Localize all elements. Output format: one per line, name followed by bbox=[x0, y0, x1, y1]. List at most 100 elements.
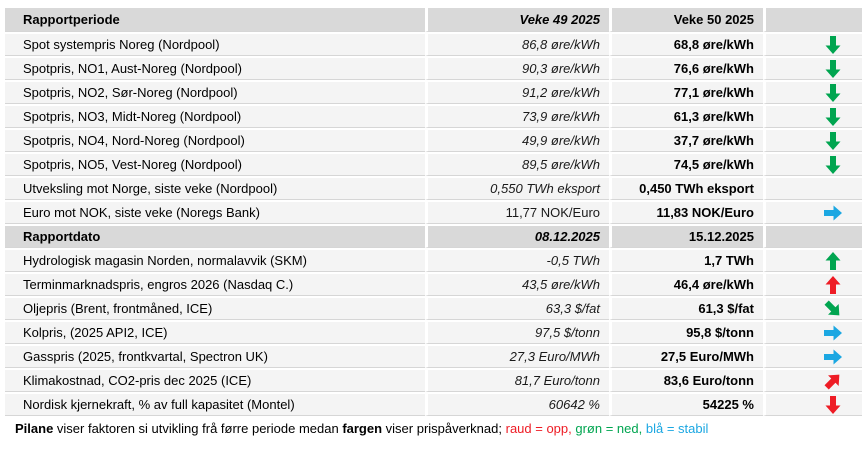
section-header-row: Rapportperiode Veke 49 2025 Veke 50 2025 bbox=[5, 8, 862, 32]
row-label: Hydrologisk magasin Norden, normalavvik … bbox=[5, 248, 425, 272]
table-row: Spotpris, NO1, Aust-Noreg (Nordpool) 90,… bbox=[5, 56, 862, 80]
down-arrow-icon bbox=[823, 107, 843, 127]
row-arrow-cell bbox=[763, 80, 862, 104]
row-prev-value: 11,77 NOK/Euro bbox=[425, 200, 609, 224]
down-arrow-icon bbox=[823, 395, 843, 415]
right-arrow-icon bbox=[823, 203, 843, 223]
table-row: Oljepris (Brent, frontmåned, ICE) 63,3 $… bbox=[5, 296, 862, 320]
row-curr-value: 0,450 TWh eksport bbox=[609, 176, 763, 200]
row-label: Spotpris, NO1, Aust-Noreg (Nordpool) bbox=[5, 56, 425, 80]
row-arrow-cell bbox=[763, 392, 862, 416]
row-label: Klimakostnad, CO2-pris dec 2025 (ICE) bbox=[5, 368, 425, 392]
row-prev-value: 73,9 øre/kWh bbox=[425, 104, 609, 128]
row-arrow-cell bbox=[763, 152, 862, 176]
row-curr-value: 1,7 TWh bbox=[609, 248, 763, 272]
row-label: Spot systempris Noreg (Nordpool) bbox=[5, 32, 425, 56]
table-row: Euro mot NOK, siste veke (Noregs Bank) 1… bbox=[5, 200, 862, 224]
section-header-label: Rapportperiode bbox=[5, 8, 425, 32]
legend-blue-stable: blå = stabil bbox=[645, 421, 709, 436]
row-curr-value: 74,5 øre/kWh bbox=[609, 152, 763, 176]
row-arrow-cell bbox=[763, 320, 862, 344]
row-label: Oljepris (Brent, frontmåned, ICE) bbox=[5, 296, 425, 320]
row-prev-value: 91,2 øre/kWh bbox=[425, 80, 609, 104]
table-row: Gasspris (2025, frontkvartal, Spectron U… bbox=[5, 344, 862, 368]
section-header-label: Rapportdato bbox=[5, 224, 425, 248]
table-row: Spot systempris Noreg (Nordpool) 86,8 ør… bbox=[5, 32, 862, 56]
row-prev-value: 63,3 $/fat bbox=[425, 296, 609, 320]
row-prev-value: 89,5 øre/kWh bbox=[425, 152, 609, 176]
row-label: Euro mot NOK, siste veke (Noregs Bank) bbox=[5, 200, 425, 224]
legend-separator: , bbox=[568, 421, 576, 436]
up-right-arrow-icon bbox=[823, 371, 843, 391]
row-curr-value: 83,6 Euro/tonn bbox=[609, 368, 763, 392]
row-prev-value: 49,9 øre/kWh bbox=[425, 128, 609, 152]
down-arrow-icon bbox=[823, 83, 843, 103]
report-page: Rapportperiode Veke 49 2025 Veke 50 2025… bbox=[5, 8, 862, 436]
legend-red-up: raud = opp bbox=[505, 421, 569, 436]
report-table: Rapportperiode Veke 49 2025 Veke 50 2025… bbox=[5, 8, 862, 416]
row-prev-value: -0,5 TWh bbox=[425, 248, 609, 272]
up-arrow-icon bbox=[823, 275, 843, 295]
row-curr-value: 46,4 øre/kWh bbox=[609, 272, 763, 296]
section-header-prev-period: Veke 49 2025 bbox=[425, 8, 609, 32]
right-arrow-icon bbox=[823, 323, 843, 343]
down-arrow-icon bbox=[823, 35, 843, 55]
row-arrow-cell bbox=[763, 104, 862, 128]
table-row: Spotpris, NO4, Nord-Noreg (Nordpool) 49,… bbox=[5, 128, 862, 152]
up-arrow-icon bbox=[823, 251, 843, 271]
row-prev-value: 60642 % bbox=[425, 392, 609, 416]
report-table-body: Rapportperiode Veke 49 2025 Veke 50 2025… bbox=[5, 8, 862, 416]
row-prev-value: 90,3 øre/kWh bbox=[425, 56, 609, 80]
row-label: Gasspris (2025, frontkvartal, Spectron U… bbox=[5, 344, 425, 368]
down-arrow-icon bbox=[823, 59, 843, 79]
legend-separator: , bbox=[638, 421, 646, 436]
section-header-arrow-cell bbox=[763, 8, 862, 32]
row-label: Utveksling mot Norge, siste veke (Nordpo… bbox=[5, 176, 425, 200]
row-arrow-cell bbox=[763, 176, 862, 200]
row-curr-value: 68,8 øre/kWh bbox=[609, 32, 763, 56]
table-row: Klimakostnad, CO2-pris dec 2025 (ICE) 81… bbox=[5, 368, 862, 392]
row-curr-value: 77,1 øre/kWh bbox=[609, 80, 763, 104]
row-prev-value: 81,7 Euro/tonn bbox=[425, 368, 609, 392]
row-prev-value: 97,5 $/tonn bbox=[425, 320, 609, 344]
row-curr-value: 95,8 $/tonn bbox=[609, 320, 763, 344]
down-arrow-icon bbox=[823, 131, 843, 151]
table-row: Utveksling mot Norge, siste veke (Nordpo… bbox=[5, 176, 862, 200]
section-header-arrow-cell bbox=[763, 224, 862, 248]
row-prev-value: 86,8 øre/kWh bbox=[425, 32, 609, 56]
row-arrow-cell bbox=[763, 128, 862, 152]
table-row: Terminmarknadspris, engros 2026 (Nasdaq … bbox=[5, 272, 862, 296]
row-arrow-cell bbox=[763, 272, 862, 296]
row-arrow-cell bbox=[763, 368, 862, 392]
table-row: Spotpris, NO3, Midt-Noreg (Nordpool) 73,… bbox=[5, 104, 862, 128]
section-header-row: Rapportdato 08.12.2025 15.12.2025 bbox=[5, 224, 862, 248]
footnote: Pilane viser faktoren si utvikling frå f… bbox=[15, 421, 862, 436]
row-label: Spotpris, NO5, Vest-Noreg (Nordpool) bbox=[5, 152, 425, 176]
down-arrow-icon bbox=[823, 155, 843, 175]
table-row: Hydrologisk magasin Norden, normalavvik … bbox=[5, 248, 862, 272]
row-label: Spotpris, NO2, Sør-Noreg (Nordpool) bbox=[5, 80, 425, 104]
footnote-term-fargen: fargen bbox=[342, 421, 383, 436]
row-label: Spotpris, NO4, Nord-Noreg (Nordpool) bbox=[5, 128, 425, 152]
footnote-text-lead: viser faktoren si utvikling frå førre pe… bbox=[53, 421, 343, 436]
row-curr-value: 27,5 Euro/MWh bbox=[609, 344, 763, 368]
row-arrow-cell bbox=[763, 32, 862, 56]
row-arrow-cell bbox=[763, 248, 862, 272]
row-prev-value: 0,550 TWh eksport bbox=[425, 176, 609, 200]
row-label: Nordisk kjernekraft, % av full kapasitet… bbox=[5, 392, 425, 416]
row-label: Spotpris, NO3, Midt-Noreg (Nordpool) bbox=[5, 104, 425, 128]
row-curr-value: 37,7 øre/kWh bbox=[609, 128, 763, 152]
row-curr-value: 54225 % bbox=[609, 392, 763, 416]
table-row: Nordisk kjernekraft, % av full kapasitet… bbox=[5, 392, 862, 416]
legend-green-down: grøn = ned bbox=[575, 421, 639, 436]
row-curr-value: 61,3 $/fat bbox=[609, 296, 763, 320]
table-row: Spotpris, NO2, Sør-Noreg (Nordpool) 91,2… bbox=[5, 80, 862, 104]
row-label: Terminmarknadspris, engros 2026 (Nasdaq … bbox=[5, 272, 425, 296]
row-arrow-cell bbox=[763, 200, 862, 224]
row-curr-value: 61,3 øre/kWh bbox=[609, 104, 763, 128]
row-curr-value: 76,6 øre/kWh bbox=[609, 56, 763, 80]
row-prev-value: 27,3 Euro/MWh bbox=[425, 344, 609, 368]
footnote-text-mid: viser prispåverknad; bbox=[382, 421, 506, 436]
row-arrow-cell bbox=[763, 344, 862, 368]
row-arrow-cell bbox=[763, 296, 862, 320]
